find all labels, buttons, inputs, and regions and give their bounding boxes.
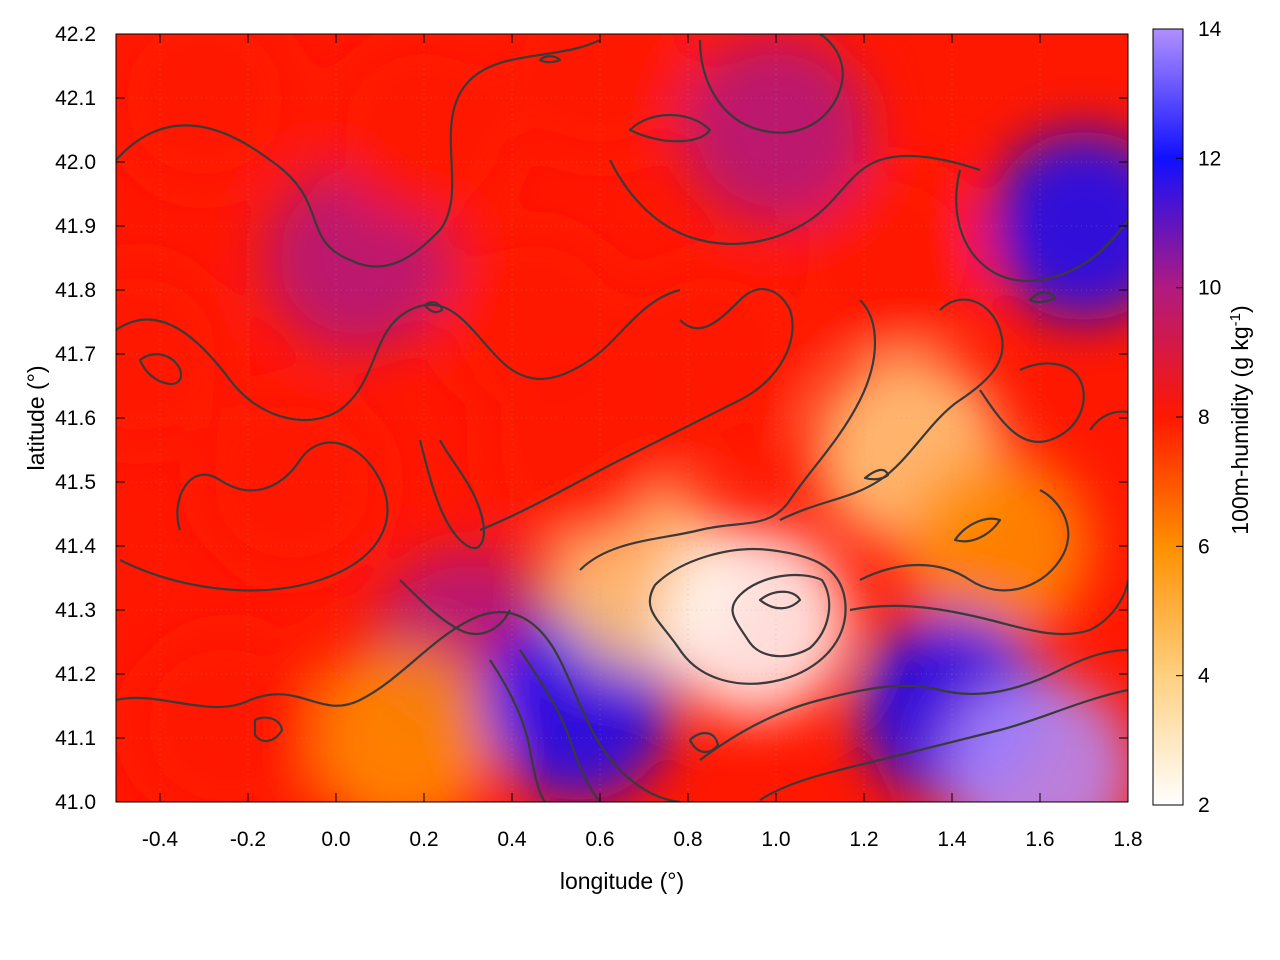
contour-line (116, 611, 681, 802)
humidity-sample (659, 527, 849, 718)
y-tick-label: 42.1 (55, 87, 96, 110)
x-tick-label: -0.2 (230, 828, 266, 851)
contour-line (119, 441, 389, 592)
contour-line (648, 548, 847, 685)
y-tick-label: 41.1 (55, 727, 96, 750)
y-tick-label: 41.8 (55, 279, 96, 302)
contour-line (979, 362, 1085, 443)
colorbar-tick-label: 12 (1198, 147, 1221, 170)
humidity-sample (483, 355, 673, 545)
colorbar-tick-label: 6 (1198, 535, 1210, 558)
contour-line (628, 113, 712, 143)
colorbar-label-main: 100m-humidity (g kg (1227, 326, 1253, 534)
contour-line (731, 573, 831, 658)
colorbar-tick-label: 4 (1198, 665, 1210, 688)
y-axis: 41.0 41.1 41.2 41.3 41.4 41.5 41.6 41.7 41.8 41.9… (55, 23, 1128, 814)
contour-line (609, 154, 981, 246)
contour-line (519, 649, 601, 802)
contour-line (116, 288, 681, 422)
x-tick-label: 0.2 (409, 828, 438, 851)
x-tick-label: 1.4 (937, 828, 967, 851)
contour-line (955, 169, 1128, 282)
colorbar: 2 4 6 8 10 12 14 100m-humidity (g kg-1) (1152, 18, 1254, 817)
contour-line (698, 34, 844, 134)
contour-line (759, 688, 1128, 801)
colorbar-ticks: 2 4 6 8 10 12 14 (1176, 18, 1222, 817)
y-tick-label: 41.7 (55, 343, 96, 366)
contour-line (116, 39, 601, 268)
x-tick-label: 1.0 (761, 828, 790, 851)
x-tick-label: 0.8 (673, 828, 702, 851)
contour-line (423, 301, 444, 314)
contour-line (1089, 410, 1128, 431)
contour-line (953, 517, 1002, 543)
x-tick-label: 0.4 (497, 828, 527, 851)
terrain-contours (116, 34, 1128, 802)
colorbar-label-superscript: -1 (1227, 313, 1244, 326)
x-tick-label: -0.4 (142, 828, 179, 851)
humidity-sample (791, 163, 981, 353)
y-tick-label: 41.3 (55, 599, 96, 622)
contour-line (1028, 291, 1057, 304)
colorbar-tick-label: 2 (1198, 794, 1210, 817)
y-axis-label: latitude (°) (23, 365, 49, 470)
contour-line (779, 298, 1004, 521)
y-tick-label: 41.0 (55, 791, 96, 814)
x-axis-label: longitude (°) (560, 868, 684, 894)
x-tick-label: 1.8 (1113, 828, 1142, 851)
contour-line (579, 299, 876, 571)
x-axis: -0.4 -0.2 0.0 0.2 0.4 0.6 0.8 1.0 1.2 1.4 1.6 1.8 (142, 34, 1143, 851)
contour-line (538, 55, 562, 64)
y-tick-label: 41.5 (55, 471, 96, 494)
x-tick-label: 0.0 (321, 828, 350, 851)
colorbar-tick-label: 10 (1198, 277, 1221, 300)
contour-line (859, 489, 1070, 592)
humidity-sample (615, 259, 805, 449)
contour-line (699, 648, 1128, 761)
y-tick-label: 41.9 (55, 215, 96, 238)
y-tick-label: 41.6 (55, 407, 96, 430)
humidity-sample (307, 643, 497, 802)
y-tick-label: 41.2 (55, 663, 96, 686)
contour-line (758, 590, 802, 610)
contour-line (489, 659, 546, 802)
contour-line (688, 732, 720, 753)
y-tick-label: 41.4 (55, 535, 96, 558)
contour-line (479, 288, 794, 532)
humidity-sample (505, 34, 695, 161)
contour-line (418, 439, 485, 550)
colorbar-label-end: ) (1227, 305, 1253, 313)
contour-line (253, 716, 284, 743)
colorbar-tick-label: 8 (1198, 406, 1210, 429)
x-tick-label: 1.6 (1025, 828, 1054, 851)
contour-line (863, 468, 890, 481)
humidity-sample (116, 34, 299, 193)
y-tick-label: 42.2 (55, 23, 96, 46)
contour-line (138, 353, 183, 386)
humidity-sample (131, 630, 321, 802)
humidity-sample (989, 131, 1128, 321)
y-tick-label: 42.0 (55, 151, 96, 174)
contour-line (399, 579, 511, 635)
x-tick-label: 0.6 (585, 828, 614, 851)
contour-line (849, 579, 1128, 636)
colorbar-tick-label: 14 (1198, 18, 1222, 41)
humidity-sample (116, 259, 233, 449)
humidity-sample (945, 675, 1128, 802)
plot-area (116, 34, 1128, 802)
x-tick-label: 1.2 (849, 828, 878, 851)
colorbar-label: 100m-humidity (g kg-1) (1227, 305, 1254, 534)
